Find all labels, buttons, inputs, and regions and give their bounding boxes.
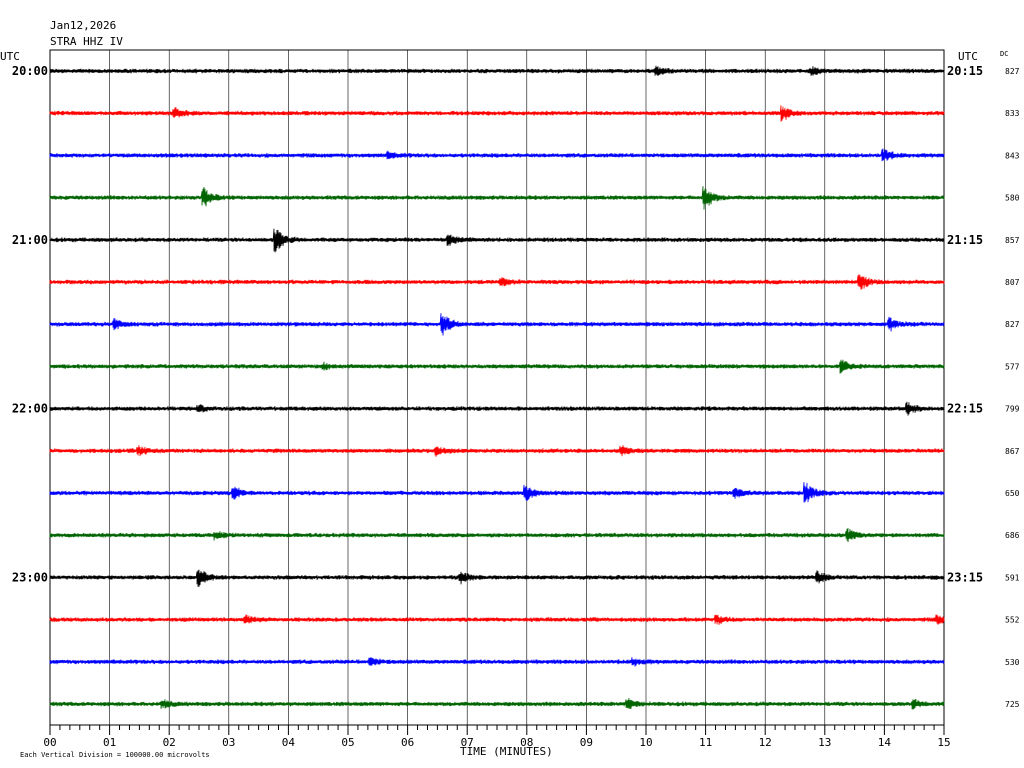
right-hour-label: 21:15 — [947, 233, 983, 247]
dc-value: 867 — [1005, 447, 1020, 456]
dc-value: 799 — [1005, 405, 1020, 414]
trace-line — [49, 614, 945, 625]
minute-gridlines — [109, 50, 885, 725]
x-tick-label: 14 — [878, 736, 892, 749]
trace-line — [49, 401, 945, 416]
left-hour-label: 23:00 — [12, 570, 48, 584]
date-label: Jan12,2026 — [50, 19, 117, 32]
x-tick-label: 00 — [43, 736, 56, 749]
x-tick-label: 05 — [341, 736, 354, 749]
dc-value: 552 — [1005, 616, 1020, 625]
x-tick-label: 04 — [282, 736, 296, 749]
scale-note: Each Vertical Division = 100000.00 micro… — [20, 751, 210, 759]
right-hour-label: 20:15 — [947, 64, 983, 78]
dc-value: 843 — [1005, 151, 1020, 160]
trace-line — [49, 148, 945, 162]
dc-value: 530 — [1005, 658, 1020, 667]
x-tick-label: 03 — [222, 736, 235, 749]
trace-line — [49, 697, 945, 710]
x-tick-label: 13 — [818, 736, 831, 749]
trace-line — [49, 359, 945, 374]
dc-value: 580 — [1005, 194, 1020, 203]
right-hour-labels: 20:15 21:15 22:15 23:15 — [947, 64, 983, 584]
dc-value: 827 — [1005, 67, 1020, 76]
trace-line — [49, 186, 945, 210]
dc-header: DC — [1000, 50, 1009, 58]
trace-line — [49, 657, 945, 667]
dc-values: 827 833 843 580 857 807 827 577 799 867 650 686 591 5… — [1005, 67, 1020, 709]
trace-line — [49, 105, 945, 122]
utc-label-left: UTC — [0, 50, 20, 63]
trace-line — [49, 482, 945, 503]
trace-line — [49, 274, 945, 290]
x-tick-label: 12 — [759, 736, 772, 749]
dc-value: 577 — [1005, 362, 1020, 371]
trace-line — [49, 445, 945, 457]
x-tick-label: 02 — [163, 736, 176, 749]
x-tick-label: 08 — [520, 736, 533, 749]
dc-value: 725 — [1005, 700, 1020, 709]
dc-value: 686 — [1005, 531, 1020, 540]
x-tick-label: 07 — [461, 736, 474, 749]
utc-label-right: UTC — [958, 50, 978, 63]
dc-value: 591 — [1005, 573, 1020, 582]
plot-frame — [49, 49, 945, 726]
x-tick-label: 09 — [580, 736, 593, 749]
x-tick-label: 10 — [639, 736, 652, 749]
trace-line — [49, 569, 945, 587]
dc-value: 807 — [1005, 278, 1020, 287]
dc-value: 650 — [1005, 489, 1020, 498]
trace-line — [49, 313, 945, 336]
left-hour-labels: 20:00 21:00 22:00 23:00 — [12, 64, 48, 584]
dc-value: 833 — [1005, 109, 1020, 118]
right-hour-label: 22:15 — [947, 402, 983, 416]
left-hour-label: 21:00 — [12, 233, 48, 247]
trace-line — [49, 65, 945, 77]
trace-line — [49, 228, 945, 253]
left-hour-label: 20:00 — [12, 64, 48, 78]
x-tick-label: 15 — [937, 736, 950, 749]
left-hour-label: 22:00 — [12, 402, 48, 416]
dc-value: 857 — [1005, 236, 1020, 245]
dc-value: 827 — [1005, 320, 1020, 329]
trace-line — [49, 527, 945, 543]
right-hour-label: 23:15 — [947, 570, 983, 584]
x-axis: 00 01 02 03 04 05 06 07 08 09 10 11 12 13 14 15 — [43, 725, 951, 749]
station-label: STRA HHZ IV — [50, 35, 123, 48]
x-tick-label: 01 — [103, 736, 116, 749]
x-tick-label: 11 — [699, 736, 712, 749]
x-tick-label: 06 — [401, 736, 414, 749]
seismic-traces — [49, 65, 945, 710]
x-axis-title: TIME (MINUTES) — [460, 745, 553, 758]
